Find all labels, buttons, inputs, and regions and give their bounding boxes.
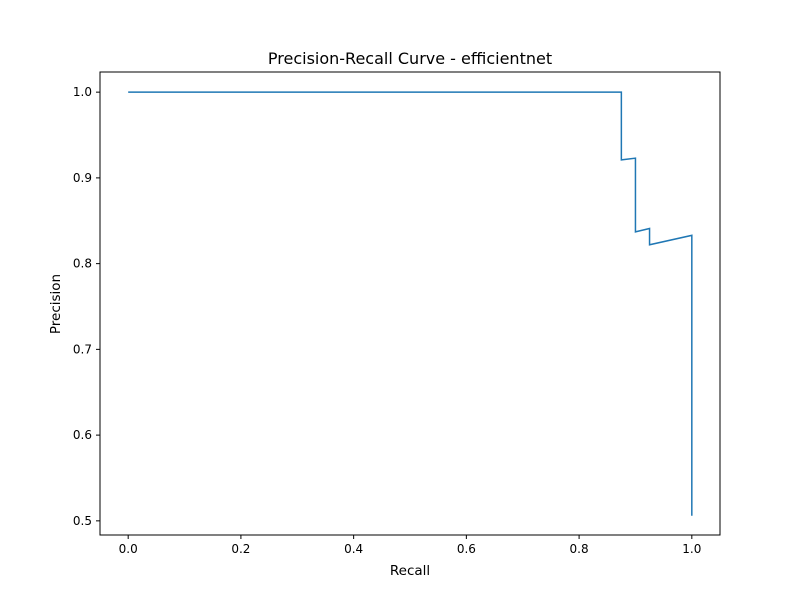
axes-frame	[99, 71, 721, 536]
x-tick-label: 0.4	[344, 542, 363, 556]
y-axis: 0.5 0.6 0.7 0.8 0.9 1.0	[73, 85, 100, 528]
chart-title: Precision-Recall Curve - efficientnet	[268, 49, 552, 68]
x-tick-label: 0.0	[119, 542, 138, 556]
x-axis: 0.0 0.2 0.4 0.6 0.8 1.0	[119, 535, 701, 556]
series-line-0	[128, 91, 693, 516]
plot-area	[128, 91, 693, 516]
y-tick-label: 0.6	[73, 428, 92, 442]
x-axis-label: Recall	[390, 563, 430, 579]
y-tick-label: 0.5	[73, 514, 92, 528]
x-tick-label: 0.6	[457, 542, 476, 556]
x-tick-label: 1.0	[682, 542, 701, 556]
y-tick-label: 0.9	[73, 171, 92, 185]
y-tick-label: 0.8	[73, 257, 92, 271]
y-tick-label: 1.0	[73, 85, 92, 99]
x-tick-label: 0.2	[231, 542, 250, 556]
y-axis-label: Precision	[48, 274, 64, 334]
x-tick-label: 0.8	[570, 542, 589, 556]
y-tick-label: 0.7	[73, 342, 92, 356]
